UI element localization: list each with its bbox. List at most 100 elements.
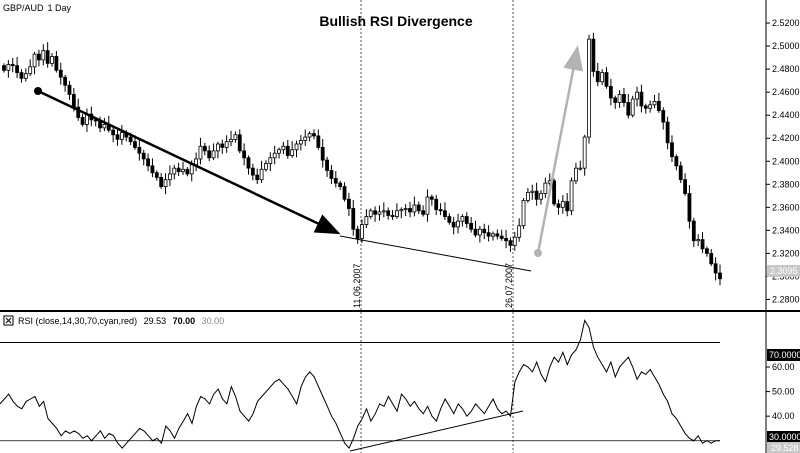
candle-body (534, 190, 539, 200)
candle-body (626, 102, 631, 116)
candle-body (648, 104, 653, 109)
candle-body (683, 179, 687, 194)
candle-body (429, 196, 434, 200)
candle-body (67, 84, 72, 95)
candle-body (517, 225, 522, 238)
candle-body (526, 191, 530, 201)
rsi-upper-badge (767, 349, 800, 361)
breakout-arrow-start (534, 249, 542, 257)
candle-body (351, 208, 356, 230)
candle-body (355, 228, 360, 239)
candle-body (172, 167, 177, 175)
candle-body (58, 69, 63, 78)
candle-body (661, 110, 666, 123)
candle-body (347, 198, 351, 209)
candle-body (63, 76, 68, 86)
candle-body (656, 100, 661, 111)
symbol-label: GBP/AUD 1 Day (3, 3, 72, 13)
candle-body (622, 94, 626, 103)
candle-body (543, 182, 548, 194)
candle-body (194, 158, 198, 166)
candle-body (582, 136, 587, 169)
candle-body (32, 53, 37, 68)
candle-body (119, 132, 124, 140)
candle-body (412, 204, 417, 213)
candle-body (556, 203, 561, 208)
candle-body (464, 216, 469, 224)
candle-body (421, 210, 426, 215)
candle-body (80, 117, 85, 125)
candle-body (111, 129, 116, 136)
last-price-label: 2.3095 (770, 266, 798, 276)
candle-body (198, 145, 203, 160)
candle-body (512, 236, 517, 246)
candle-body (691, 220, 696, 242)
candle-body (438, 209, 443, 212)
candle-body (377, 211, 382, 215)
candle-body (705, 248, 709, 254)
candle-body (294, 143, 299, 151)
candle-body (290, 149, 295, 156)
rsi-tick-label: 50.00 (772, 387, 795, 397)
candle-body (2, 65, 6, 71)
candle-body (325, 159, 329, 171)
candle-body (102, 124, 107, 129)
candle-body (456, 220, 460, 228)
candle-body (150, 165, 155, 174)
price-tick-label: 2.4800 (772, 64, 800, 74)
date-marker-label-2: 26.07.2007 (504, 263, 514, 308)
candle-body (569, 180, 574, 212)
candle-body (285, 145, 290, 156)
candle-body (15, 65, 19, 73)
candle-body (539, 193, 543, 200)
candle-body (373, 210, 377, 215)
candle-body (207, 150, 212, 159)
candle-body (329, 170, 334, 179)
candle-body (530, 190, 535, 193)
candle-body (696, 239, 701, 242)
candle-body (687, 193, 692, 222)
candle-body (268, 157, 273, 164)
candle-body (491, 233, 495, 237)
candle-body (403, 208, 408, 211)
date-marker-label-1: 11.06.2007 (352, 264, 362, 308)
candle-body (163, 179, 168, 187)
candle-body (604, 72, 609, 87)
candle-body (342, 186, 347, 200)
candle-body (6, 64, 11, 71)
candle-body (565, 201, 570, 212)
candle-body (10, 64, 15, 67)
candle-body (41, 50, 46, 61)
candle-body (639, 91, 644, 107)
candle-body (574, 167, 578, 182)
candle-body (137, 147, 142, 154)
candle-body (460, 216, 465, 222)
rsi-line (0, 319, 720, 450)
candle-body (154, 172, 159, 178)
candle-body (216, 143, 220, 152)
candle-body (718, 272, 722, 280)
rsi-upper-badge-label: 70.0000 (769, 350, 800, 360)
price-tick-label: 2.4200 (772, 133, 800, 143)
candle-body (185, 168, 190, 175)
candle-body (71, 94, 76, 108)
candle-body (250, 167, 255, 176)
candle-body (486, 232, 491, 237)
candle-body (600, 72, 605, 83)
breakout-arrow (536, 45, 584, 254)
rsi-last-badge (767, 442, 800, 453)
price-tick-label: 2.5200 (772, 18, 800, 28)
rsi-lower-badge (767, 431, 800, 443)
candle-body (395, 210, 399, 217)
candle-body (242, 150, 247, 159)
candle-body (477, 228, 482, 236)
candle-body (202, 145, 207, 152)
candle-body (408, 208, 412, 213)
candle-body (416, 204, 421, 212)
candle-body (246, 157, 251, 169)
rsi-levels (0, 341, 720, 442)
candle-body (617, 94, 622, 103)
candle-body (381, 210, 386, 213)
rsi-y-axis: 60.00 50.00 40.00 (766, 362, 795, 421)
candle-body (255, 174, 260, 181)
